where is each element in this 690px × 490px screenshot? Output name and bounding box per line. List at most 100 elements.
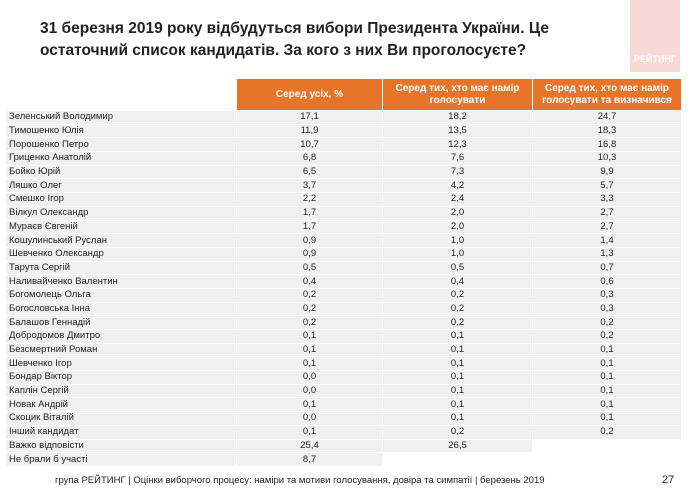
value-cell: 6,8 [236, 151, 383, 166]
value-cell: 0,1 [382, 329, 533, 344]
value-cell: 0,2 [532, 315, 682, 330]
table-row: Бондар Віктор 0,0 0,1 0,1 [5, 370, 682, 385]
table-row: Вілкул Олександр 1,7 2,0 2,7 [5, 205, 682, 221]
header-intend: Серед тих, хто має намір голосувати [382, 78, 533, 111]
value-cell: 0,1 [382, 383, 533, 399]
header-decided: Серед тих, хто має намір голосувати та в… [532, 78, 682, 111]
value-cell: 0,1 [382, 356, 533, 372]
candidate-name: Порошенко Петро [5, 137, 237, 153]
value-cell: 2,2 [236, 192, 383, 207]
candidate-name: Балашов Геннадій [5, 315, 237, 330]
value-cell: 0,2 [382, 287, 533, 303]
value-cell: 3,3 [532, 192, 682, 207]
candidate-name: Бойко Юрій [5, 164, 237, 180]
table-row: Смешко Ігор 2,2 2,4 3,3 [5, 192, 682, 207]
candidate-name: Богомолець Ольга [5, 287, 237, 303]
table-row: Бойко Юрій 6,5 7,3 9,9 [5, 164, 682, 180]
value-cell: 0,9 [236, 233, 383, 248]
value-cell: 26,5 [382, 438, 533, 454]
value-cell: 0,4 [382, 274, 533, 289]
value-cell: 0,2 [236, 301, 383, 317]
candidate-name: Бондар Віктор [5, 370, 237, 385]
value-cell: 0,9 [236, 246, 383, 262]
value-cell: 0,1 [236, 329, 383, 344]
table-row: Важко відповісти 25,4 26,5 [5, 438, 682, 454]
table-row: Новак Андрій 0,1 0,1 0,1 [5, 397, 682, 413]
table-row: Мураєв Євгеній 1,7 2,0 2,7 [5, 219, 682, 235]
candidate-name: Каплін Сергій [5, 383, 237, 399]
value-cell: 2,7 [532, 205, 682, 221]
value-cell: 1,0 [382, 233, 533, 248]
footer: група РЕЙТИНГ | Оцінки виборчого процесу… [55, 475, 545, 486]
table-row: Зеленський Володимир 17,1 18,2 24,7 [5, 110, 682, 125]
table-row: Кошулинський Руслан 0,9 1,0 1,4 [5, 233, 682, 248]
candidate-name: Інший кандидат [5, 424, 237, 440]
table-row: Скоцик Віталій 0,0 0,1 0,1 [5, 411, 682, 426]
value-cell [532, 438, 682, 454]
value-cell: 2,4 [382, 192, 533, 207]
candidate-name: Вілкул Олександр [5, 205, 237, 221]
value-cell: 6,5 [236, 164, 383, 180]
candidate-name: Гриценко Анатолій [5, 151, 237, 166]
value-cell: 0,5 [236, 260, 383, 276]
value-cell: 1,7 [236, 219, 383, 235]
value-cell: 0,3 [532, 301, 682, 317]
value-cell: 0,6 [532, 274, 682, 289]
value-cell: 18,3 [532, 123, 682, 139]
value-cell: 1,7 [236, 205, 383, 221]
value-cell: 9,9 [532, 164, 682, 180]
value-cell: 4,2 [382, 178, 533, 194]
candidate-name: Зеленський Володимир [5, 110, 237, 125]
table-row: Богословська Інна 0,2 0,2 0,3 [5, 301, 682, 317]
value-cell: 10,3 [532, 151, 682, 166]
value-cell: 0,2 [382, 424, 533, 440]
rating-logo: РЕЙТИНГ [630, 0, 680, 72]
value-cell: 0,2 [382, 301, 533, 317]
value-cell: 25,4 [236, 438, 383, 454]
table-row: Порошенко Петро 10,7 12,3 16,8 [5, 137, 682, 153]
value-cell: 24,7 [532, 110, 682, 125]
value-cell: 2,7 [532, 219, 682, 235]
table-row: Каплін Сергій 0,0 0,1 0,1 [5, 383, 682, 399]
candidate-name: Ляшко Олег [5, 178, 237, 194]
value-cell: 0,1 [532, 342, 682, 358]
value-cell: 0,1 [382, 342, 533, 358]
table-row: Тимошенко Юлія 11,9 13,5 18,3 [5, 123, 682, 139]
value-cell: 0,0 [236, 411, 383, 426]
candidate-name: Важко відповісти [5, 438, 237, 454]
value-cell: 12,3 [382, 137, 533, 153]
value-cell: 0,1 [532, 397, 682, 413]
value-cell: 0,2 [532, 329, 682, 344]
candidate-name: Шевченко Олександр [5, 246, 237, 262]
value-cell: 10,7 [236, 137, 383, 153]
table-row: Безсмертний Роман 0,1 0,1 0,1 [5, 342, 682, 358]
value-cell [532, 452, 682, 467]
candidate-name: Шевченко Ігор [5, 356, 237, 372]
table-row: Шевченко Олександр 0,9 1,0 1,3 [5, 246, 682, 262]
table-row: Богомолець Ольга 0,2 0,2 0,3 [5, 287, 682, 303]
value-cell: 0,0 [236, 383, 383, 399]
value-cell: 0,1 [532, 370, 682, 385]
value-cell: 0,4 [236, 274, 383, 289]
value-cell: 0,1 [382, 397, 533, 413]
table-row: Тарута Сергій 0,5 0,5 0,7 [5, 260, 682, 276]
candidate-name: Тимошенко Юлія [5, 123, 237, 139]
table-row: Ляшко Олег 3,7 4,2 5,7 [5, 178, 682, 194]
value-cell: 0,7 [532, 260, 682, 276]
value-cell: 0,1 [532, 411, 682, 426]
value-cell: 0,2 [382, 315, 533, 330]
table-row: Не брали б участі 8,7 [5, 452, 682, 467]
page-number: 27 [662, 474, 675, 486]
value-cell: 16,8 [532, 137, 682, 153]
value-cell: 1,4 [532, 233, 682, 248]
table-row: Гриценко Анатолій 6,8 7,6 10,3 [5, 151, 682, 166]
header-blank [6, 79, 237, 111]
logo-text: РЕЙТИНГ [633, 54, 677, 64]
value-cell [382, 452, 533, 467]
value-cell: 0,1 [236, 342, 383, 358]
value-cell: 17,1 [236, 110, 383, 125]
candidate-name: Скоцик Віталій [5, 411, 237, 426]
value-cell: 0,2 [236, 315, 383, 330]
value-cell: 0,1 [382, 411, 533, 426]
value-cell: 11,9 [236, 123, 383, 139]
